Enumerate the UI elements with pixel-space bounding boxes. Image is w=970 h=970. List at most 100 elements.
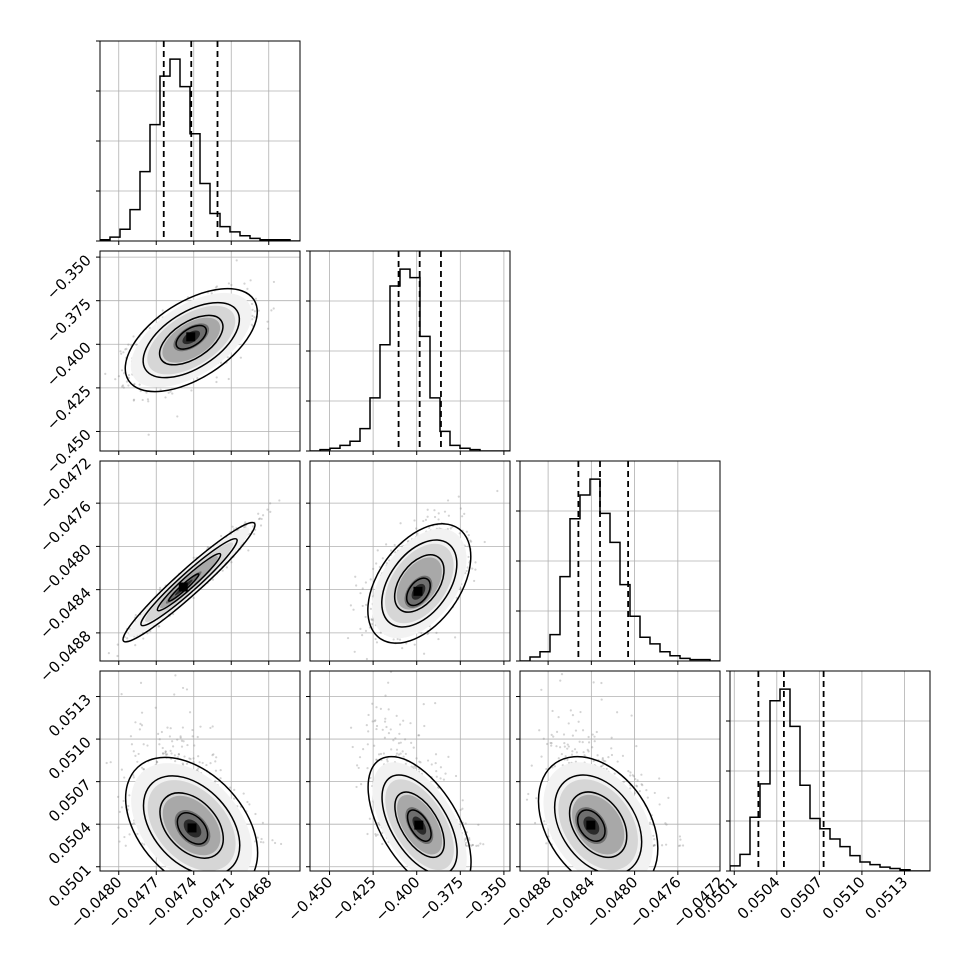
- scatter-point: [173, 693, 176, 696]
- scatter-point: [161, 746, 164, 750]
- scatter-point: [496, 489, 499, 493]
- scatter-point: [467, 534, 470, 537]
- scatter-point: [372, 567, 375, 570]
- contour-3: [167, 573, 200, 602]
- scatter-point: [227, 377, 230, 381]
- scatter-point: [415, 527, 418, 530]
- scatter-point: [376, 833, 379, 836]
- histogram-panel-1: [306, 250, 511, 455]
- scatter-point: [157, 732, 160, 735]
- scatter-point: [211, 578, 215, 581]
- scatter-point: [192, 757, 195, 760]
- scatter-point: [181, 726, 184, 729]
- scatter-point: [385, 725, 388, 729]
- scatter-point: [174, 674, 177, 677]
- plot-area: [520, 461, 720, 661]
- scatter-point: [346, 636, 350, 640]
- scatter-point: [214, 769, 218, 772]
- scatter-point: [127, 376, 130, 380]
- scatter-point: [259, 840, 263, 844]
- scatter-point: [270, 309, 273, 312]
- plot-area: [349, 671, 485, 871]
- scatter-point: [384, 694, 387, 697]
- scatter-point: [121, 384, 125, 387]
- scatter-point: [457, 495, 460, 498]
- scatter-point: [374, 834, 378, 837]
- scatter-point: [124, 348, 127, 351]
- scatter-point: [473, 579, 476, 583]
- scatter-point: [398, 732, 401, 735]
- scatter-point: [127, 804, 130, 808]
- scatter-point: [192, 596, 195, 600]
- scatter-point: [164, 396, 167, 399]
- plot-area: [105, 671, 283, 871]
- scatter-point: [260, 517, 263, 521]
- scatter-point: [179, 736, 182, 739]
- scatter-point: [398, 638, 402, 641]
- scatter-point: [464, 838, 467, 841]
- scatter-point: [399, 752, 402, 755]
- scatter-point: [124, 844, 127, 847]
- scatter-point: [413, 643, 416, 646]
- scatter-point: [365, 603, 368, 607]
- scatter-point: [116, 654, 119, 658]
- scatter-point: [132, 750, 135, 753]
- scatter-point: [467, 555, 470, 559]
- contour-0: [122, 521, 256, 643]
- scatter-point: [365, 657, 369, 661]
- scatter-point: [199, 725, 202, 728]
- scatter-point: [230, 561, 233, 564]
- scatter-point: [134, 644, 137, 647]
- scatter-point: [126, 637, 129, 640]
- scatter-point: [219, 769, 222, 772]
- scatter-point: [231, 525, 234, 528]
- scatter-panel-1-0: [96, 250, 301, 455]
- scatter-point: [188, 711, 192, 714]
- scatter-point: [148, 326, 151, 330]
- contour-2: [159, 792, 224, 859]
- scatter-point: [257, 512, 260, 515]
- scatter-point: [266, 320, 269, 323]
- scatter-point: [374, 637, 377, 641]
- scatter-point: [147, 433, 150, 436]
- scatter-point: [454, 636, 457, 639]
- scatter-point: [129, 735, 133, 738]
- scatter-point: [253, 316, 256, 319]
- scatter-point: [127, 343, 130, 346]
- histogram-step: [520, 478, 720, 661]
- scatter-point: [446, 499, 450, 502]
- scatter-point: [353, 650, 356, 653]
- scatter-point: [443, 510, 447, 513]
- scatter-point: [125, 347, 128, 350]
- scatter-point: [133, 382, 136, 386]
- scatter-point: [136, 760, 139, 763]
- scatter-point: [181, 762, 184, 765]
- scatter-point: [142, 768, 146, 771]
- scatter-point: [176, 756, 180, 759]
- scatter-point: [142, 768, 145, 771]
- scatter-point: [137, 752, 140, 756]
- scatter-point: [461, 807, 464, 810]
- scatter-point: [166, 726, 169, 729]
- scatter-point: [142, 637, 145, 640]
- scatter-point: [459, 587, 462, 590]
- scatter-point: [104, 372, 107, 375]
- scatter-point: [171, 740, 174, 743]
- scatter-point: [254, 812, 257, 816]
- scatter-panel-2-0: [96, 460, 301, 665]
- scatter-point: [271, 839, 274, 842]
- scatter-point: [447, 755, 450, 758]
- panel-frame: [309, 250, 511, 452]
- scatter-point: [127, 373, 131, 377]
- contour-lines: [122, 521, 256, 643]
- scatter-point: [191, 735, 194, 738]
- scatter-point: [454, 774, 458, 778]
- scatter-point: [177, 753, 180, 756]
- scatter-point: [167, 391, 170, 394]
- scatter-point: [140, 766, 144, 769]
- scatter-point: [146, 398, 150, 401]
- scatter-point: [109, 761, 112, 764]
- scatter-point: [246, 800, 249, 804]
- density-peak: [413, 586, 423, 596]
- contour-1: [142, 301, 241, 379]
